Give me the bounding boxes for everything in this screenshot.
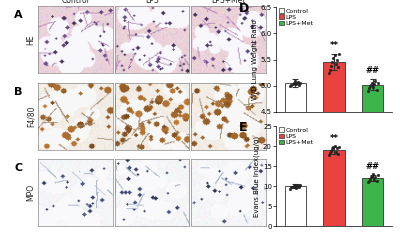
Point <box>327 68 333 72</box>
Point <box>335 65 341 69</box>
Point <box>336 145 342 149</box>
Text: E: E <box>239 121 247 134</box>
Text: B: B <box>14 87 22 97</box>
Point <box>296 185 302 189</box>
Point <box>328 149 334 153</box>
Point <box>370 85 376 89</box>
Point <box>369 81 375 85</box>
Point <box>331 144 338 148</box>
Point <box>332 62 339 66</box>
Point <box>332 150 339 154</box>
Text: HE: HE <box>26 34 36 45</box>
Point <box>287 187 294 190</box>
Legend: Control, LPS, LPS+Met: Control, LPS, LPS+Met <box>279 127 313 145</box>
Point <box>366 86 372 90</box>
Point <box>371 82 378 86</box>
Point <box>364 89 371 93</box>
Bar <box>285 83 306 112</box>
Text: ##: ## <box>366 66 380 75</box>
Point <box>288 185 295 189</box>
Bar <box>285 186 306 226</box>
Point <box>329 60 336 64</box>
Text: C: C <box>14 163 22 173</box>
Text: ##: ## <box>366 162 380 171</box>
Point <box>368 175 374 179</box>
Point <box>328 64 334 68</box>
Point <box>369 174 375 178</box>
Point <box>289 185 296 188</box>
Text: **: ** <box>330 41 338 50</box>
Point <box>331 53 338 57</box>
Point <box>288 83 295 87</box>
Legend: Control, LPS, LPS+Met: Control, LPS, LPS+Met <box>279 8 313 26</box>
Point <box>334 146 340 150</box>
Point <box>334 58 340 61</box>
Point <box>373 88 380 92</box>
Point <box>297 81 304 84</box>
Point <box>335 152 341 156</box>
Point <box>373 179 380 183</box>
Bar <box>323 62 345 112</box>
Point <box>371 178 378 182</box>
Text: A: A <box>14 10 23 20</box>
Point <box>330 145 337 149</box>
Point <box>295 80 301 84</box>
Point <box>292 79 298 83</box>
Text: **: ** <box>330 134 338 143</box>
Title: LPS: LPS <box>145 0 159 5</box>
Text: MPO: MPO <box>26 184 36 201</box>
Text: F4/80: F4/80 <box>26 105 36 127</box>
Point <box>367 84 373 88</box>
Point <box>364 180 371 184</box>
Point <box>326 71 332 74</box>
Point <box>297 183 304 187</box>
Point <box>372 79 379 83</box>
Point <box>374 173 381 177</box>
Point <box>336 52 342 56</box>
Title: Control: Control <box>61 0 89 5</box>
Point <box>292 183 298 186</box>
Point <box>295 183 301 187</box>
Point <box>290 184 297 188</box>
Point <box>290 81 297 84</box>
Bar <box>362 178 383 226</box>
Bar <box>323 150 345 226</box>
Point <box>327 151 333 155</box>
Point <box>289 82 296 85</box>
Point <box>367 177 373 181</box>
Point <box>329 147 336 151</box>
Point <box>294 184 300 188</box>
Point <box>370 172 376 176</box>
Y-axis label: Evans Blue Index(ug/g): Evans Blue Index(ug/g) <box>254 136 260 217</box>
Bar <box>362 85 383 112</box>
Point <box>330 57 337 60</box>
Point <box>296 83 302 87</box>
Point <box>293 186 299 190</box>
Y-axis label: W/D Lung Weight Ratio: W/D Lung Weight Ratio <box>252 19 258 100</box>
Point <box>374 81 381 84</box>
Point <box>287 84 294 88</box>
Point <box>366 178 372 182</box>
Title: LPS+Met: LPS+Met <box>212 0 246 5</box>
Point <box>368 83 374 87</box>
Point <box>294 81 300 85</box>
Point <box>372 175 379 178</box>
Text: D: D <box>239 2 249 15</box>
Point <box>293 82 299 86</box>
Point <box>326 153 332 157</box>
